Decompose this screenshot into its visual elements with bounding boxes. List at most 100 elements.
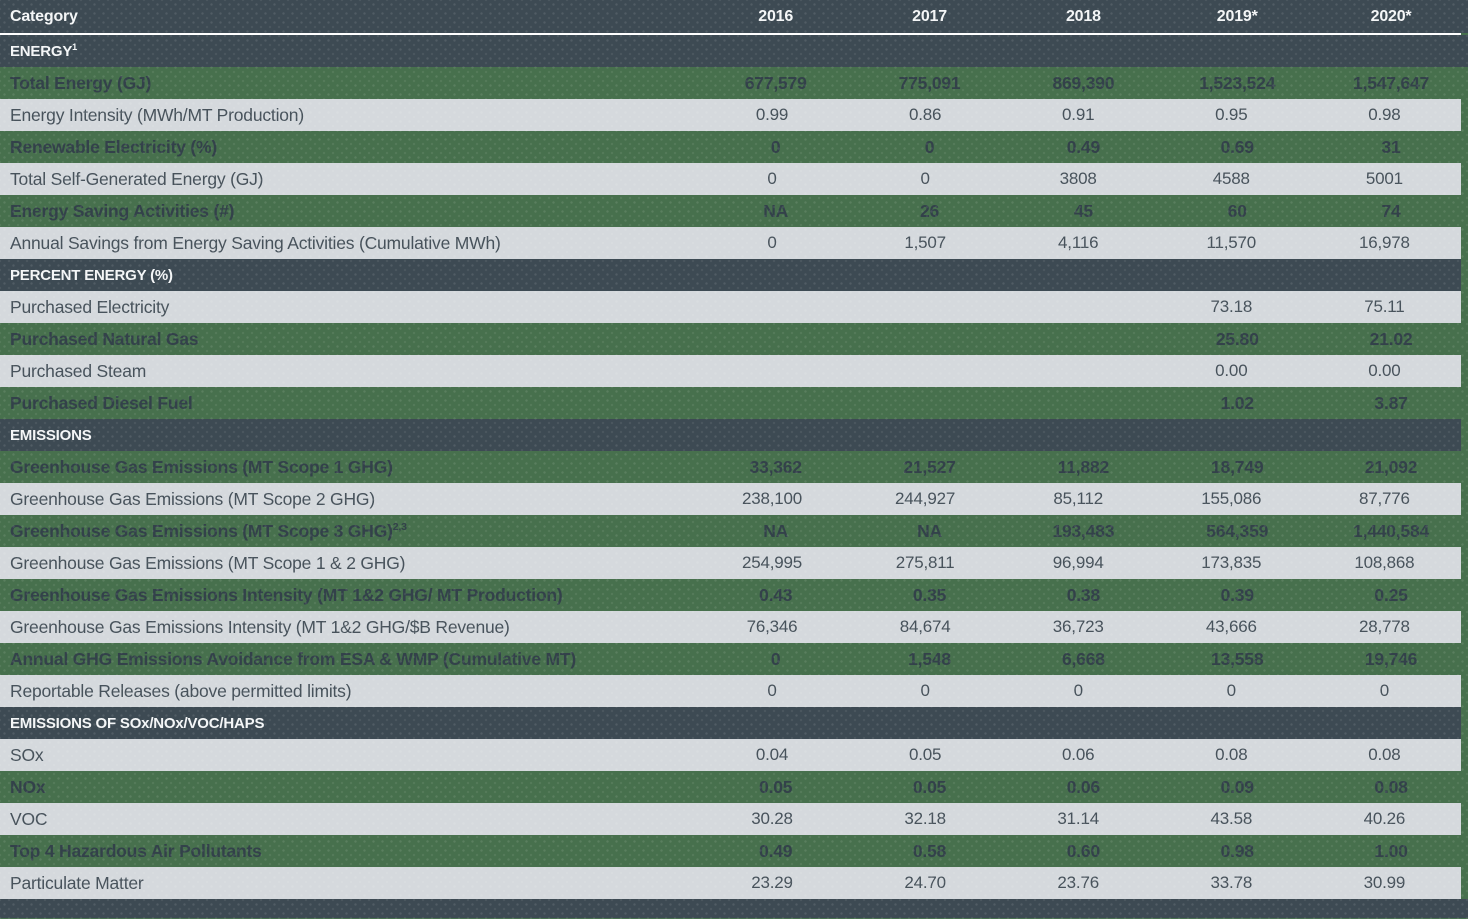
- row-value: 13,558: [1211, 648, 1264, 669]
- row-value: 31.14: [1057, 809, 1099, 828]
- row-value: 0.98: [1368, 105, 1401, 124]
- section-header: EMISSIONS: [0, 419, 1461, 451]
- row-value: 1,523,524: [1199, 72, 1276, 93]
- row-value: 25.80: [1215, 328, 1259, 349]
- row-value: 40.26: [1363, 809, 1406, 828]
- row-value: 238,100: [741, 489, 802, 508]
- row-value: 84,674: [899, 617, 951, 636]
- row-value: 108,868: [1354, 553, 1415, 572]
- row-value: 0.86: [908, 105, 942, 124]
- row-value: 0.49: [759, 840, 793, 861]
- row-value: 0.91: [1062, 105, 1095, 124]
- row-value: 244,927: [895, 489, 956, 508]
- row-value: 0.05: [759, 776, 793, 797]
- section-title: EMISSIONS: [10, 426, 92, 444]
- column-header-category: Category: [10, 7, 78, 25]
- row-value: NA: [763, 200, 789, 221]
- row-value: 0: [770, 648, 781, 669]
- table-header: Category 2016 2017 2018 2019* 2020*: [0, 0, 1468, 33]
- row-value: 1,548: [908, 648, 951, 669]
- table-row: Greenhouse Gas Emissions (MT Scope 1 & 2…: [0, 547, 1461, 579]
- row-value: 11,570: [1206, 233, 1257, 252]
- row-value: 0: [920, 681, 930, 700]
- table-row: Particulate Matter 23.29 24.70 23.76 33.78 30…: [0, 867, 1461, 899]
- row-value: 193,483: [1052, 520, 1115, 541]
- row-value: 21,527: [903, 456, 956, 477]
- row-value: 23.76: [1057, 873, 1099, 892]
- row-value: 0.58: [912, 840, 947, 861]
- row-value: NA: [917, 520, 942, 541]
- row-label: NOx: [10, 776, 46, 797]
- row-label: Energy Intensity (MWh/MT Production): [10, 104, 304, 125]
- row-label: VOC: [10, 808, 48, 829]
- table-row: Total Energy (GJ) 677,579 775,091 869,390 1,…: [0, 67, 1468, 99]
- row-value: 0.35: [912, 584, 947, 605]
- table-row: Renewable Electricity (%) 0 0 0.49 0.69 31: [0, 131, 1468, 163]
- row-label: Energy Saving Activities (#): [10, 200, 235, 221]
- row-value: 31: [1381, 136, 1401, 157]
- row-label: Total Energy (GJ): [10, 72, 152, 93]
- column-header-2020: 2020*: [1370, 7, 1412, 25]
- row-value: 3.87: [1374, 392, 1408, 413]
- table-row: Purchased Natural Gas 25.80 21.02: [0, 323, 1468, 355]
- row-label: Top 4 Hazardous Air Pollutants: [10, 840, 262, 861]
- row-label: Purchased Natural Gas: [10, 328, 199, 349]
- column-header-2019: 2019*: [1216, 7, 1258, 25]
- row-value: 30.99: [1363, 873, 1406, 892]
- section-title: ENERGY1: [10, 41, 77, 60]
- column-header-2016: 2016: [758, 7, 794, 25]
- row-value: 23.29: [751, 873, 793, 892]
- row-value: 0: [1226, 681, 1236, 700]
- table-row: Reportable Releases (above permitted lim…: [0, 675, 1461, 707]
- row-value: 21.02: [1369, 328, 1413, 349]
- row-label: Total Self-Generated Energy (GJ): [10, 168, 264, 189]
- row-value: 775,091: [898, 72, 961, 93]
- table-row: Purchased Electricity 73.18 75.11: [0, 291, 1461, 323]
- table-row: Annual GHG Emissions Avoidance from ESA …: [0, 643, 1468, 675]
- row-value: 254,995: [741, 553, 802, 572]
- row-label: Particulate Matter: [10, 872, 144, 893]
- row-value: 74: [1381, 200, 1401, 221]
- row-label: Purchased Diesel Fuel: [10, 392, 193, 413]
- row-value: 0: [767, 681, 777, 700]
- table-row: Greenhouse Gas Emissions (MT Scope 1 GHG…: [0, 451, 1468, 483]
- row-value: 677,579: [744, 72, 807, 93]
- row-value: 21,092: [1364, 456, 1418, 477]
- bottom-bar: [0, 899, 1468, 918]
- row-value: 0: [767, 233, 777, 252]
- row-label: Renewable Electricity (%): [10, 136, 218, 157]
- row-value: 0.08: [1368, 745, 1401, 764]
- row-label: Annual GHG Emissions Avoidance from ESA …: [10, 648, 577, 669]
- row-value: 4,116: [1058, 233, 1099, 252]
- row-value: 1,507: [904, 233, 946, 252]
- row-value: 0.00: [1368, 361, 1401, 380]
- section-title: EMISSIONS OF SOx/NOx/VOC/HAPS: [10, 714, 265, 732]
- row-value: 0: [770, 136, 781, 157]
- row-value: 45: [1073, 200, 1093, 221]
- row-value: 0: [1073, 681, 1083, 700]
- row-value: 19,746: [1364, 648, 1418, 669]
- row-value: 26: [919, 200, 940, 221]
- section-header: EMISSIONS OF SOx/NOx/VOC/HAPS: [0, 707, 1461, 739]
- row-value: 0.06: [1062, 745, 1095, 764]
- row-label: Purchased Steam: [10, 360, 147, 381]
- row-value: 1.02: [1220, 392, 1254, 413]
- row-value: 16,978: [1359, 233, 1410, 252]
- row-label: Purchased Electricity: [10, 296, 170, 317]
- row-label: Greenhouse Gas Emissions (MT Scope 1 & 2…: [10, 552, 406, 573]
- row-label: SOx: [10, 744, 44, 765]
- table-row: VOC 30.28 32.18 31.14 43.58 40.26: [0, 803, 1461, 835]
- table-row: SOx 0.04 0.05 0.06 0.08 0.08: [0, 739, 1461, 771]
- row-value: 0.09: [1220, 776, 1254, 797]
- row-value: 0: [920, 169, 930, 188]
- table-row: Greenhouse Gas Emissions Intensity (MT 1…: [0, 579, 1468, 611]
- table-row: Annual Savings from Energy Saving Activi…: [0, 227, 1461, 259]
- row-label: Greenhouse Gas Emissions (MT Scope 2 GHG…: [10, 488, 375, 509]
- row-label: Greenhouse Gas Emissions (MT Scope 3 GHG…: [10, 520, 407, 541]
- row-value: 4588: [1212, 169, 1250, 188]
- row-value: 18,749: [1211, 456, 1264, 477]
- row-value: 60: [1227, 200, 1247, 221]
- table-body: ENERGY1 Total Energy (GJ) 677,579 775,091 86…: [0, 35, 1468, 899]
- row-value: 30.28: [751, 809, 793, 828]
- row-value: 0.98: [1220, 840, 1254, 861]
